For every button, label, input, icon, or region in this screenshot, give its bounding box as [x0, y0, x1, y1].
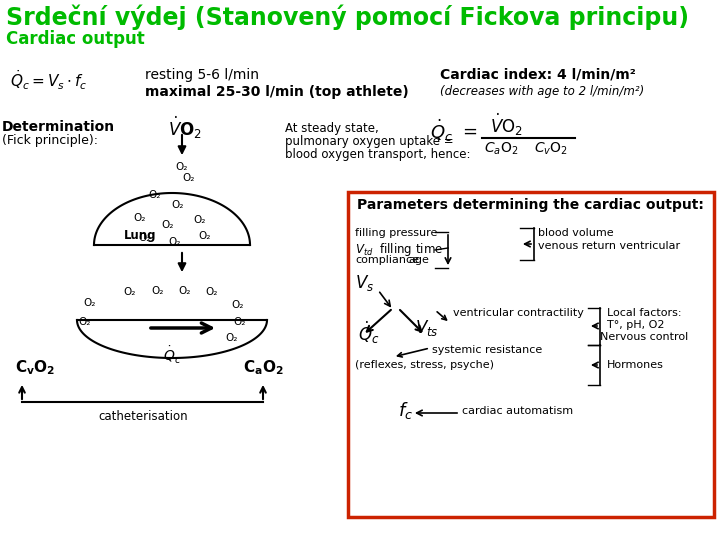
Text: O₂: O₂ — [152, 286, 164, 296]
Text: O₂: O₂ — [162, 220, 174, 230]
Text: $C_a$O$_2$: $C_a$O$_2$ — [484, 141, 518, 157]
Text: O₂: O₂ — [199, 231, 211, 241]
Text: (decreases with age to 2 l/min/m²): (decreases with age to 2 l/min/m²) — [440, 85, 644, 98]
FancyBboxPatch shape — [348, 192, 714, 517]
Text: $\dot{V}$O$_2$: $\dot{V}$O$_2$ — [168, 115, 202, 141]
Polygon shape — [77, 320, 267, 358]
Text: age: age — [408, 255, 429, 265]
Text: $V_{td}$  filling time: $V_{td}$ filling time — [355, 241, 443, 258]
Text: Cardiac output: Cardiac output — [6, 30, 145, 48]
Text: O₂: O₂ — [172, 200, 184, 210]
Text: (reflexes, stress, psyche): (reflexes, stress, psyche) — [355, 360, 494, 370]
Text: filling pressure: filling pressure — [355, 228, 437, 238]
Text: O₂: O₂ — [139, 233, 151, 243]
Text: Nervous control: Nervous control — [600, 332, 688, 342]
Text: (Fick principle):: (Fick principle): — [2, 134, 98, 147]
Text: O₂: O₂ — [179, 286, 192, 296]
Text: catheterisation: catheterisation — [98, 410, 188, 423]
Text: $C_v$O$_2$: $C_v$O$_2$ — [534, 141, 568, 157]
Text: blood oxygen transport, hence:: blood oxygen transport, hence: — [285, 148, 470, 161]
Text: Parameters determining the cardiac output:: Parameters determining the cardiac outpu… — [356, 198, 703, 212]
Text: At steady state,: At steady state, — [285, 122, 379, 135]
Text: O₂: O₂ — [84, 298, 96, 308]
Text: $\dot{Q}_c$: $\dot{Q}_c$ — [430, 118, 453, 144]
Text: venous return ventricular: venous return ventricular — [538, 241, 680, 251]
Text: $V_s$: $V_s$ — [355, 273, 374, 293]
Text: =: = — [462, 123, 477, 141]
Polygon shape — [94, 193, 250, 245]
Text: blood volume: blood volume — [538, 228, 613, 238]
Text: O₂: O₂ — [194, 215, 206, 225]
Text: Srdeční výdej (Stanovený pomocí Fickova principu): Srdeční výdej (Stanovený pomocí Fickova … — [6, 4, 689, 30]
Text: Local factors:: Local factors: — [607, 308, 682, 318]
Text: Determination: Determination — [2, 120, 115, 134]
Text: maximal 25-30 l/min (top athlete): maximal 25-30 l/min (top athlete) — [145, 85, 409, 99]
Text: O₂: O₂ — [234, 317, 246, 327]
Text: Lung: Lung — [124, 228, 156, 241]
Text: pulmonary oxygen uptake =: pulmonary oxygen uptake = — [285, 135, 454, 148]
Text: O₂: O₂ — [232, 300, 244, 310]
Text: O₂: O₂ — [134, 213, 146, 223]
Text: $\dot{Q}_c = V_s \cdot f_c$: $\dot{Q}_c = V_s \cdot f_c$ — [10, 68, 88, 92]
Text: $\dot{Q}_c$: $\dot{Q}_c$ — [163, 345, 181, 366]
Text: O₂: O₂ — [149, 190, 161, 200]
Text: $\dot{V}$O$_2$: $\dot{V}$O$_2$ — [490, 112, 523, 138]
Text: O₂: O₂ — [168, 237, 181, 247]
Text: $V_{ts}$: $V_{ts}$ — [415, 318, 438, 338]
Text: O₂: O₂ — [183, 173, 195, 183]
Text: O₂: O₂ — [124, 287, 136, 297]
Text: Hormones: Hormones — [607, 360, 664, 370]
Text: ventricular contractility: ventricular contractility — [453, 308, 584, 318]
Text: cardiac automatism: cardiac automatism — [462, 406, 573, 416]
Text: systemic resistance: systemic resistance — [432, 345, 542, 355]
Text: resting 5-6 l/min: resting 5-6 l/min — [145, 68, 259, 82]
Text: $f_c$: $f_c$ — [398, 400, 413, 421]
Text: O₂: O₂ — [176, 162, 188, 172]
Text: T°, pH, O2: T°, pH, O2 — [607, 320, 665, 330]
Text: $\mathbf{C_v}$O$_\mathbf{2}$: $\mathbf{C_v}$O$_\mathbf{2}$ — [15, 358, 55, 377]
Text: $\dot{Q}_c$: $\dot{Q}_c$ — [358, 320, 379, 346]
Text: O₂: O₂ — [206, 287, 218, 297]
Text: compliance: compliance — [355, 255, 419, 265]
Text: O₂: O₂ — [78, 317, 91, 327]
Text: $\mathbf{C_a}$O$_\mathbf{2}$: $\mathbf{C_a}$O$_\mathbf{2}$ — [243, 358, 284, 377]
Text: Cardiac index: 4 l/min/m²: Cardiac index: 4 l/min/m² — [440, 68, 636, 82]
Text: O₂: O₂ — [226, 333, 238, 343]
